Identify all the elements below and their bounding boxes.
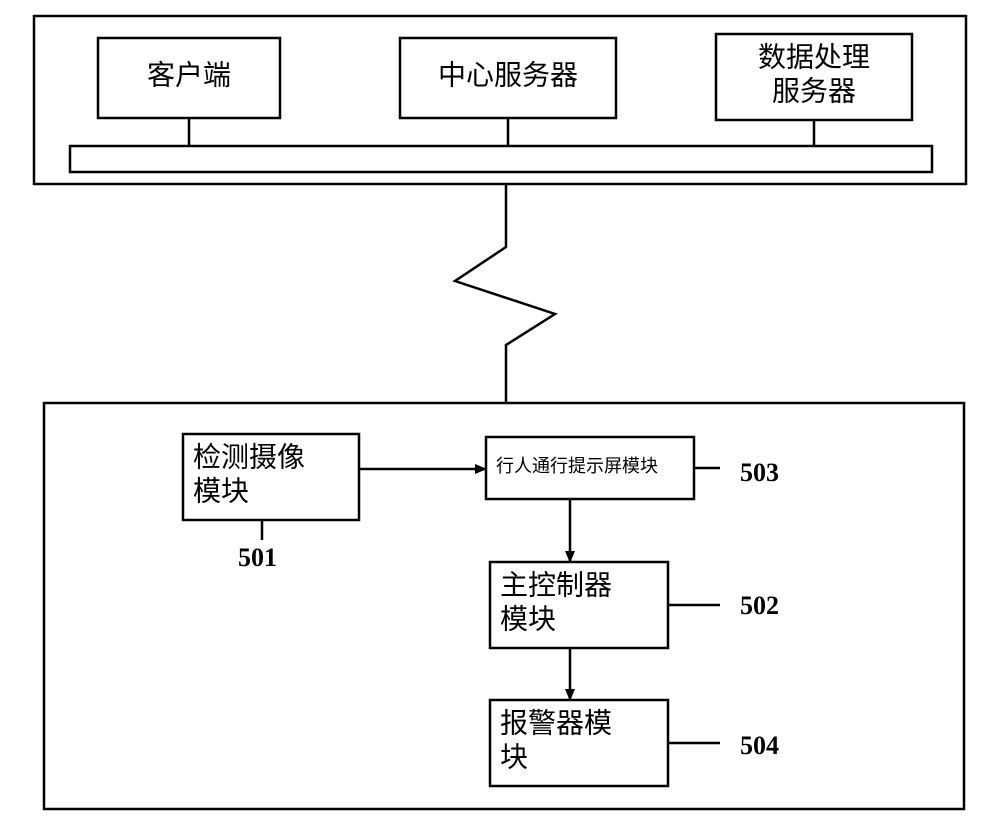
node-center-label: 中心服务器 (438, 59, 578, 91)
node-dproc-label: 数据处理服务器 (758, 41, 870, 107)
ref-label-502: 502 (740, 591, 779, 620)
wireless-zigzag (455, 184, 555, 403)
svg-text:模块: 模块 (500, 603, 556, 635)
node-mainctrl-label: 主控制器模块 (500, 569, 612, 635)
svg-text:报警器模: 报警器模 (500, 707, 612, 739)
ref-label-504: 504 (740, 731, 779, 760)
node-detect-label: 检测摄像模块 (193, 441, 305, 507)
bus-bar (70, 146, 932, 172)
ref-label-501: 501 (238, 543, 277, 572)
svg-text:主控制器: 主控制器 (500, 569, 612, 601)
node-alarm-label: 报警器模块 (500, 707, 612, 773)
svg-text:模块: 模块 (193, 475, 249, 507)
svg-text:检测摄像: 检测摄像 (193, 441, 305, 473)
svg-text:服务器: 服务器 (772, 75, 856, 107)
svg-text:数据处理: 数据处理 (758, 41, 870, 73)
svg-text:客户端: 客户端 (147, 59, 231, 91)
node-pedscr-label: 行人通行提示屏模块 (496, 456, 658, 476)
svg-text:块: 块 (500, 742, 528, 773)
ref-label-503: 503 (740, 458, 779, 487)
svg-text:行人通行提示屏模块: 行人通行提示屏模块 (496, 456, 658, 476)
node-client-label: 客户端 (147, 59, 231, 91)
svg-text:中心服务器: 中心服务器 (438, 59, 578, 91)
